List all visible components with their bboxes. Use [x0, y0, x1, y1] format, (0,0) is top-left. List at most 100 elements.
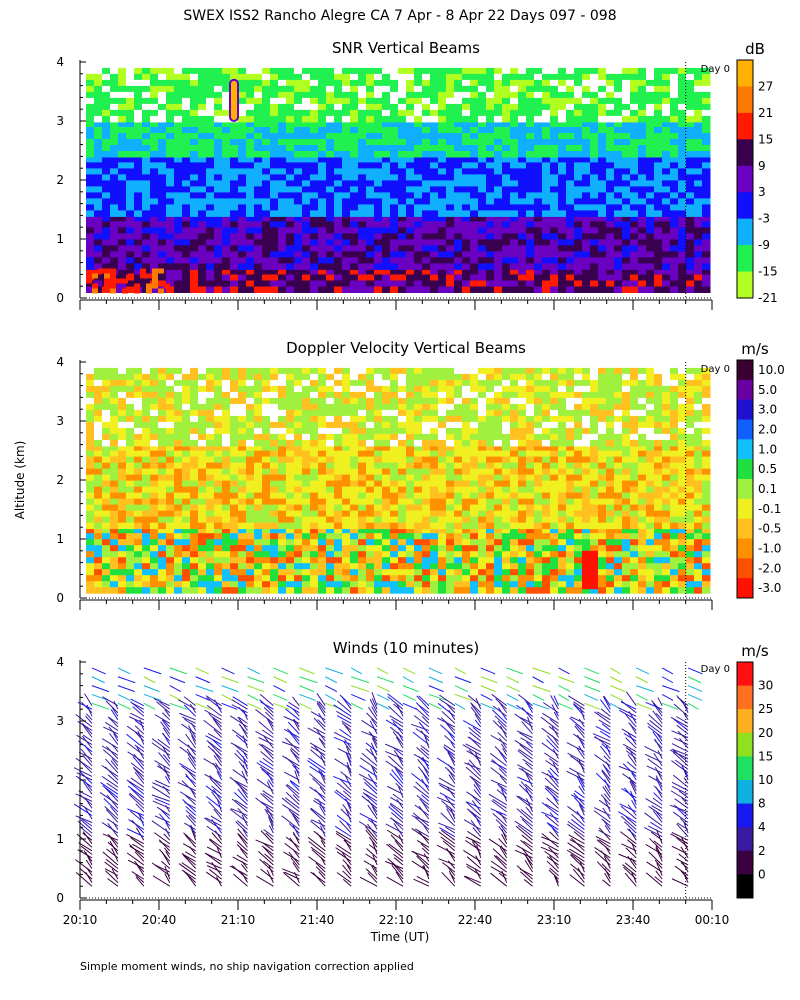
doppler-cell [534, 498, 543, 506]
snr-cell [374, 133, 383, 140]
doppler-cell [214, 498, 223, 506]
doppler-cell [230, 480, 239, 488]
doppler-cell [502, 486, 511, 494]
doppler-cell [294, 498, 303, 506]
doppler-cell [670, 504, 679, 512]
snr-cell [278, 127, 287, 134]
doppler-cell [486, 450, 495, 458]
doppler-cell [342, 474, 351, 482]
snr-cell [438, 245, 447, 252]
snr-cell [206, 257, 215, 264]
snr-cell [214, 233, 223, 240]
doppler-cell [390, 486, 399, 494]
snr-cell [278, 274, 287, 281]
snr-cell [246, 67, 255, 75]
snr-cell [550, 251, 559, 258]
doppler-cell [302, 474, 311, 482]
doppler-cell [302, 468, 311, 476]
snr-cell [406, 274, 415, 281]
doppler-cell [542, 569, 551, 576]
snr-cell [182, 168, 191, 175]
snr-cell [158, 79, 167, 87]
doppler-cell [550, 569, 559, 576]
snr-cell [566, 109, 575, 117]
snr-cell [238, 251, 247, 258]
snr-cell [286, 91, 295, 99]
snr-cell [198, 227, 207, 234]
doppler-cell [518, 474, 527, 482]
snr-cell [694, 204, 703, 211]
snr-cell [694, 79, 703, 87]
snr-cell [382, 103, 391, 111]
snr-cell [678, 192, 687, 199]
snr-cell [518, 115, 527, 123]
snr-cell [374, 221, 383, 228]
doppler-cell [286, 575, 295, 582]
doppler-cell [254, 522, 263, 530]
doppler-cell [494, 587, 503, 594]
doppler-cell [638, 539, 647, 546]
snr-cell [462, 227, 471, 234]
snr-cell [174, 268, 183, 275]
doppler-cell [310, 569, 319, 576]
snr-cell [686, 263, 695, 270]
snr-cell [270, 263, 279, 270]
doppler-cell [254, 545, 263, 552]
doppler-cell [278, 557, 287, 564]
snr-cell [606, 168, 615, 175]
snr-cell [398, 186, 407, 193]
doppler-cell [614, 516, 623, 524]
snr-cell [214, 156, 223, 163]
snr-cell [566, 233, 575, 240]
doppler-cell [606, 480, 615, 488]
snr-cell [166, 127, 175, 134]
snr-cell [262, 280, 271, 287]
snr-cell [310, 286, 319, 293]
snr-cell [278, 103, 287, 111]
snr-cell [518, 174, 527, 181]
snr-cell [518, 133, 527, 140]
doppler-cell [110, 581, 119, 588]
doppler-cell [622, 575, 631, 582]
snr-cell [86, 198, 95, 205]
snr-cell [662, 180, 671, 187]
snr-cell [166, 239, 175, 246]
doppler-cell [334, 527, 343, 534]
snr-cell [590, 97, 599, 105]
snr-cell [414, 239, 423, 246]
doppler-cell [142, 533, 151, 540]
snr-cell [606, 251, 615, 258]
snr-cell [174, 79, 183, 87]
doppler-cell [118, 450, 127, 458]
doppler-cell [350, 516, 359, 524]
snr-cell [262, 239, 271, 246]
doppler-cell [222, 533, 231, 540]
snr-cell [390, 109, 399, 117]
snr-cell [222, 233, 231, 240]
snr-cell [574, 127, 583, 134]
snr-cell [654, 221, 663, 228]
snr-cell [86, 73, 95, 81]
snr-cell [286, 85, 295, 93]
snr-cell [294, 215, 303, 222]
doppler-cell [246, 557, 255, 564]
doppler-cell [310, 480, 319, 488]
snr-cell [158, 186, 167, 193]
doppler-cell [566, 516, 575, 524]
doppler-cell [142, 450, 151, 458]
snr-cell [478, 168, 487, 175]
snr-cell [630, 192, 639, 199]
snr-cell [510, 174, 519, 181]
snr-cell [102, 192, 111, 199]
snr-cell [166, 198, 175, 205]
doppler-cell [134, 450, 143, 458]
doppler-cell [590, 533, 599, 540]
snr-cell [366, 233, 375, 240]
snr-cell [358, 180, 367, 187]
snr-cell [662, 204, 671, 211]
snr-cell [622, 280, 631, 287]
snr-cell [406, 233, 415, 240]
snr-cell [302, 257, 311, 264]
snr-cell [238, 186, 247, 193]
snr-cell [174, 109, 183, 117]
